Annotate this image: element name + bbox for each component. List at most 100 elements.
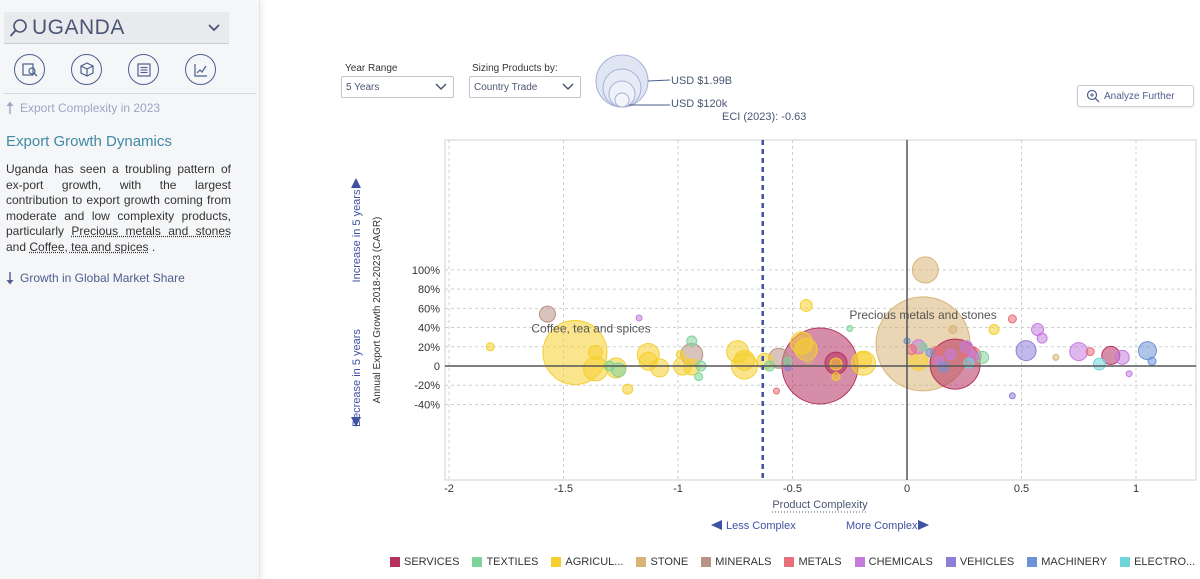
data-point-metals[interactable] bbox=[906, 344, 918, 356]
sizing-select[interactable]: Country Trade bbox=[469, 76, 581, 98]
chevron-down-icon[interactable] bbox=[207, 21, 221, 35]
data-point-chemicals[interactable] bbox=[945, 348, 957, 360]
legend-item-minerals[interactable]: MINERALS bbox=[701, 556, 771, 568]
product-box-icon[interactable] bbox=[71, 54, 102, 85]
previous-section-label: Export Complexity in 2023 bbox=[20, 101, 161, 115]
data-point-agriculture[interactable] bbox=[650, 358, 670, 378]
chevron-down-icon bbox=[562, 83, 574, 91]
data-point-textiles[interactable] bbox=[686, 335, 698, 347]
data-point-vehicles[interactable] bbox=[1008, 392, 1016, 400]
annotation-label: Precious metals and stones bbox=[849, 308, 996, 322]
data-point-metals[interactable] bbox=[1085, 347, 1095, 357]
data-point-stone[interactable] bbox=[803, 352, 815, 364]
data-point-minerals[interactable] bbox=[538, 305, 556, 323]
legend-label: TEXTILES bbox=[486, 556, 539, 568]
legend-swatch bbox=[945, 557, 956, 567]
legend-label: VEHICLES bbox=[959, 556, 1015, 568]
data-point-metals[interactable] bbox=[772, 387, 780, 395]
section-title: Export Growth Dynamics bbox=[6, 133, 172, 150]
data-point-chemicals[interactable] bbox=[960, 340, 974, 354]
x-axis-label: Product Complexity bbox=[772, 499, 868, 511]
data-point-stone[interactable] bbox=[911, 256, 939, 284]
y-tick-label: 100% bbox=[412, 265, 440, 277]
search-map-icon[interactable] bbox=[14, 54, 45, 85]
data-point-agriculture[interactable] bbox=[733, 349, 755, 371]
year-range-select[interactable]: 5 Years bbox=[341, 76, 454, 98]
legend-label: METALS bbox=[798, 556, 842, 568]
data-point-agriculture[interactable] bbox=[799, 298, 813, 312]
legend-item-chemicals[interactable]: CHEMICALS bbox=[854, 556, 933, 568]
data-point-agriculture[interactable] bbox=[583, 356, 609, 382]
search-icon bbox=[9, 18, 27, 37]
data-point-electronics[interactable] bbox=[1092, 357, 1106, 371]
data-point-agriculture[interactable] bbox=[829, 357, 843, 371]
year-range-value: 5 Years bbox=[346, 81, 380, 93]
y-tick-label: 20% bbox=[418, 342, 440, 354]
legend-item-metals[interactable]: METALS bbox=[784, 556, 842, 568]
data-point-metals[interactable] bbox=[1007, 314, 1017, 324]
legend-swatch bbox=[784, 557, 795, 567]
y-tick-label: -20% bbox=[414, 380, 440, 392]
data-point-agriculture[interactable] bbox=[988, 323, 1000, 335]
x-tick-label: 1 bbox=[1133, 483, 1139, 495]
data-point-stone[interactable] bbox=[948, 324, 958, 334]
data-point-machinery[interactable] bbox=[1147, 356, 1157, 366]
country-selector[interactable]: UGANDA bbox=[4, 12, 229, 44]
data-point-chemicals[interactable] bbox=[1036, 332, 1048, 344]
data-point-chemicals[interactable] bbox=[635, 314, 643, 322]
size-legend-icon bbox=[595, 54, 671, 108]
data-point-machinery[interactable] bbox=[925, 348, 935, 358]
legend-item-machinery[interactable]: MACHINERY bbox=[1027, 556, 1107, 568]
data-point-vehicles[interactable] bbox=[1015, 340, 1037, 362]
legend-item-vehicles[interactable]: VEHICLES bbox=[945, 556, 1015, 568]
legend-item-stone[interactable]: STONE bbox=[636, 556, 688, 568]
data-point-chemicals[interactable] bbox=[1125, 370, 1133, 378]
legend-swatch bbox=[551, 557, 562, 567]
legend-swatch bbox=[854, 557, 865, 567]
less-complex-label: Less Complex bbox=[726, 520, 796, 532]
arrow-up-icon bbox=[6, 101, 14, 114]
x-tick-label: -2 bbox=[444, 483, 454, 495]
analyze-further-label: Analyze Further bbox=[1104, 90, 1175, 102]
section-description: Uganda has seen a troubling pattern of e… bbox=[6, 162, 231, 256]
data-point-agriculture[interactable] bbox=[485, 342, 495, 352]
right-arrow-icon bbox=[918, 520, 929, 530]
data-point-textiles[interactable] bbox=[783, 356, 793, 366]
increase-label: Increase in 5 years bbox=[351, 189, 363, 282]
growth-chart-icon[interactable] bbox=[185, 54, 216, 85]
view-icon-bar bbox=[14, 54, 216, 85]
legend-label: MINERALS bbox=[715, 556, 772, 568]
legend-item-textiles[interactable]: TEXTILES bbox=[472, 556, 538, 568]
x-tick-label: -1.5 bbox=[554, 483, 573, 495]
legend-item-services[interactable]: SERVICES bbox=[390, 556, 459, 568]
eci-label: ECI (2023): -0.63 bbox=[722, 111, 807, 123]
highlight-precious-metals[interactable]: Precious metals and stones bbox=[71, 224, 231, 239]
data-point-agriculture[interactable] bbox=[675, 349, 685, 359]
data-point-agriculture[interactable] bbox=[622, 383, 634, 395]
data-point-chemicals[interactable] bbox=[1114, 349, 1130, 365]
data-point-textiles[interactable] bbox=[918, 342, 928, 352]
legend-item-agriculture[interactable]: AGRICUL... bbox=[551, 556, 623, 568]
data-point-chemicals[interactable] bbox=[1069, 342, 1089, 362]
data-point-stone[interactable] bbox=[1052, 353, 1060, 361]
data-point-textiles[interactable] bbox=[694, 372, 704, 382]
data-point-machinery[interactable] bbox=[938, 361, 950, 373]
chevron-down-icon bbox=[435, 83, 447, 91]
next-section-link[interactable]: Growth in Global Market Share bbox=[6, 271, 185, 285]
legend-item-electronics[interactable]: ELECTRO... bbox=[1120, 556, 1195, 568]
size-min-label: USD $120k bbox=[671, 98, 728, 110]
analyze-further-button[interactable]: Analyze Further bbox=[1077, 85, 1194, 107]
x-tick-label: -1 bbox=[673, 483, 683, 495]
arrow-down-icon bbox=[6, 272, 14, 285]
left-arrow-icon bbox=[711, 520, 722, 530]
previous-section-link[interactable]: Export Complexity in 2023 bbox=[6, 101, 160, 115]
data-point-machinery[interactable] bbox=[1137, 341, 1157, 361]
list-document-icon[interactable] bbox=[128, 54, 159, 85]
data-point-agriculture[interactable] bbox=[588, 345, 604, 361]
data-point-textiles[interactable] bbox=[846, 325, 854, 333]
legend-label: STONE bbox=[650, 556, 689, 568]
data-point-agriculture[interactable] bbox=[854, 351, 872, 369]
highlight-coffee[interactable]: Coffee, tea and spices bbox=[29, 239, 149, 254]
data-point-agriculture[interactable] bbox=[831, 372, 841, 382]
